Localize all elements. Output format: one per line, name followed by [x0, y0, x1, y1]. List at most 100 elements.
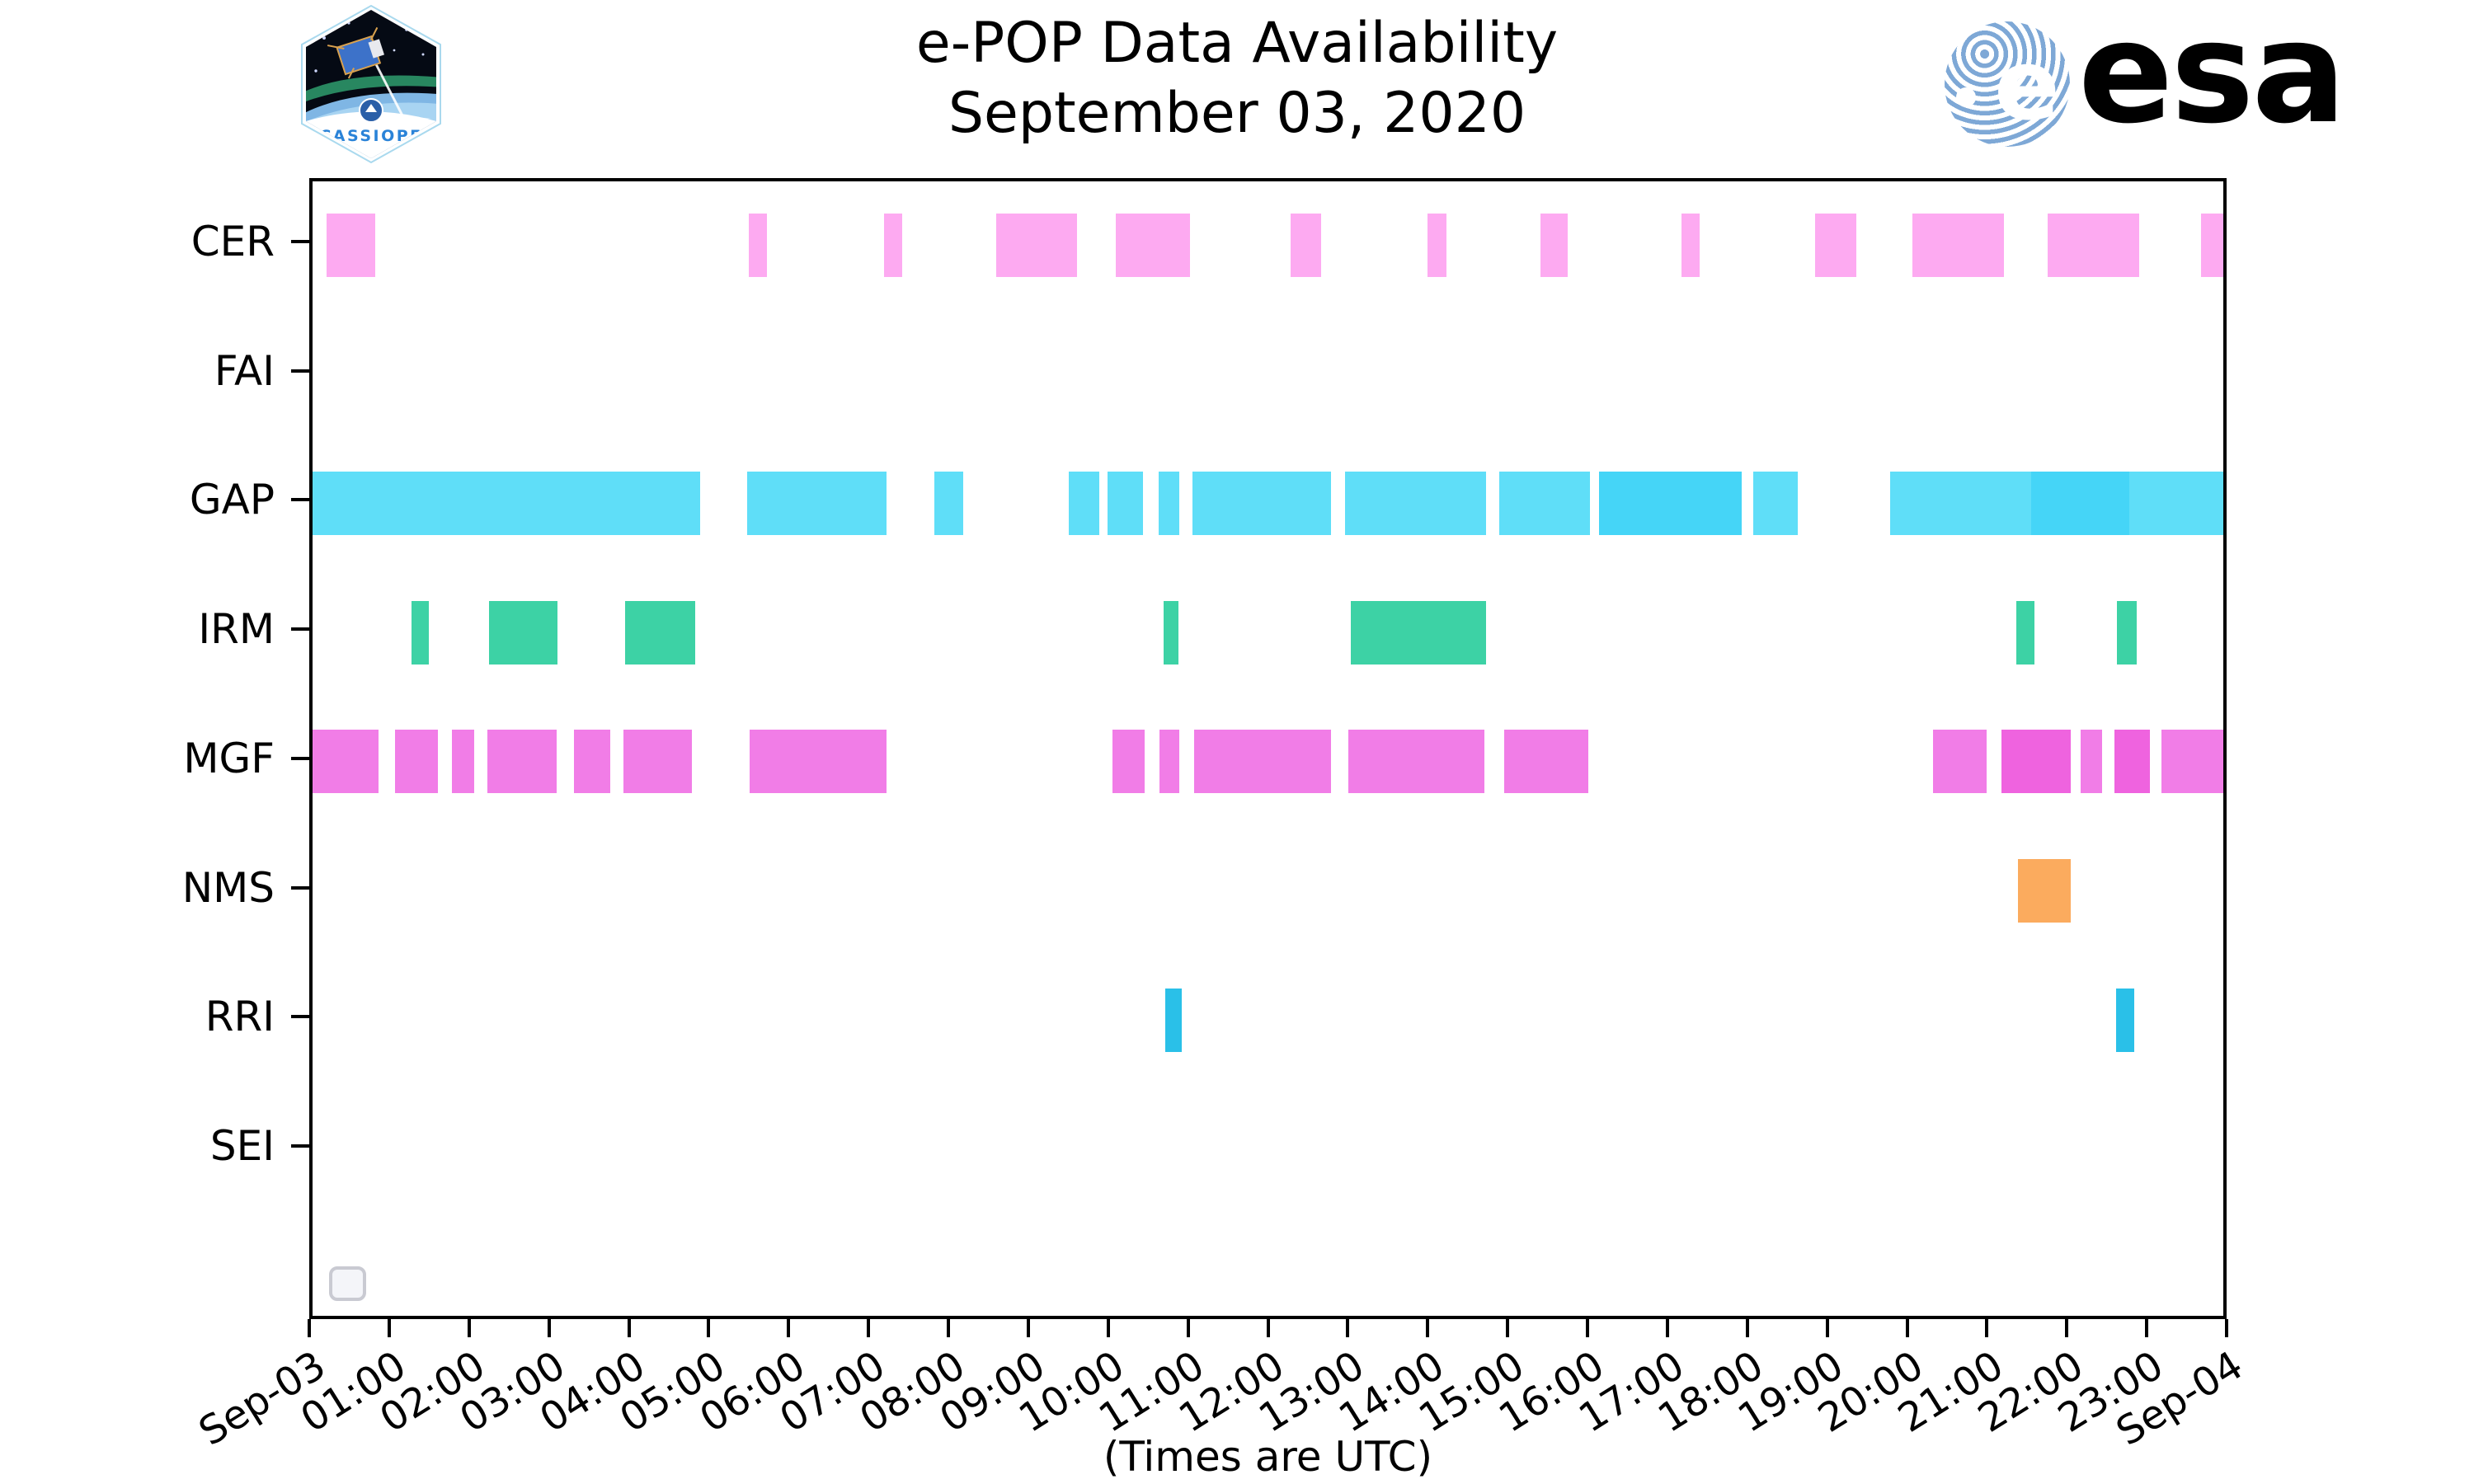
x-tick — [1665, 1319, 1669, 1337]
x-tick — [947, 1319, 950, 1337]
row-label-cer: CER — [190, 218, 275, 265]
availability-bar-cer — [996, 213, 1077, 277]
patch-aurora — [306, 75, 436, 104]
y-tick-irm — [291, 627, 309, 632]
chart-subtitle-date: September 03, 2020 — [948, 81, 1526, 146]
availability-bar-cer — [2047, 213, 2139, 277]
x-tick — [867, 1319, 871, 1337]
availability-bar-gap — [1753, 471, 1799, 535]
availability-bar-irm — [625, 600, 696, 665]
availability-bar-mgf — [573, 730, 611, 794]
x-tick — [1905, 1319, 1909, 1337]
availability-bar-gap — [1069, 471, 1099, 535]
availability-bar-mgf — [313, 730, 379, 794]
availability-bar-gap — [1499, 471, 1590, 535]
row-label-gap: GAP — [189, 476, 275, 524]
availability-bar-rri — [1164, 988, 1183, 1052]
availability-bar-gap — [1159, 471, 1180, 535]
x-tick — [1825, 1319, 1829, 1337]
availability-bar-mgf — [623, 730, 693, 794]
availability-bar-nms — [2017, 859, 2071, 923]
row-label-rri: RRI — [205, 993, 275, 1041]
availability-bar-cer — [1290, 213, 1322, 277]
availability-bar-cer — [1427, 213, 1446, 277]
availability-bar-mgf — [750, 730, 887, 794]
availability-bar-mgf — [451, 730, 474, 794]
availability-bar-gap — [1599, 471, 1742, 535]
availability-bar-cer — [749, 213, 768, 277]
x-tick — [1426, 1319, 1430, 1337]
y-tick-sei — [291, 1144, 309, 1148]
availability-bar-mgf — [395, 730, 438, 794]
y-tick-mgf — [291, 756, 309, 760]
x-tick — [2145, 1319, 2149, 1337]
availability-bar-mgf — [1112, 730, 1145, 794]
empty-legend-box — [329, 1266, 366, 1301]
y-tick-cer — [291, 240, 309, 243]
x-tick — [1506, 1319, 1510, 1337]
availability-bar-mgf — [1348, 730, 1485, 794]
y-axis: CER FAI GAP IRM MGF NMS RRI SEI — [0, 178, 309, 1319]
availability-bar-mgf — [1193, 730, 1331, 794]
availability-bar-cer — [327, 213, 376, 277]
availability-bar-irm — [2116, 600, 2137, 665]
row-label-sei: SEI — [209, 1121, 275, 1170]
availability-bar-gap — [747, 471, 887, 535]
availability-bar-mgf — [1504, 730, 1588, 794]
x-tick — [547, 1319, 551, 1337]
x-tick — [1745, 1319, 1749, 1337]
availability-bar-gap — [313, 471, 701, 535]
availability-bar-cer — [1912, 213, 2004, 277]
availability-bar-cer — [884, 213, 903, 277]
availability-bar-mgf — [1932, 730, 1987, 794]
x-tick — [707, 1319, 711, 1337]
availability-bar-mgf — [2161, 730, 2223, 794]
availability-bar-mgf — [2114, 730, 2151, 794]
esa-globe-letter: e — [1994, 28, 2061, 142]
x-tick — [1266, 1319, 1270, 1337]
x-tick — [1586, 1319, 1589, 1337]
availability-bar-rri — [2115, 988, 2134, 1052]
chart-title: e-POP Data Availability — [915, 11, 1559, 76]
x-tick — [1186, 1319, 1190, 1337]
x-tick — [1026, 1319, 1030, 1337]
x-tick — [1346, 1319, 1350, 1337]
x-tick — [2065, 1319, 2069, 1337]
esa-globe-dot — [1956, 87, 1976, 107]
row-label-nms: NMS — [181, 863, 275, 912]
availability-bar-irm — [1164, 600, 1179, 665]
x-tick — [1985, 1319, 1989, 1337]
x-tick — [2225, 1319, 2228, 1337]
availability-bar-irm — [489, 600, 558, 665]
esa-wordmark: esa — [2078, 0, 2346, 155]
availability-bar-gap — [1192, 471, 1331, 535]
y-tick-gap — [291, 498, 309, 502]
x-tick — [467, 1319, 471, 1337]
availability-bar-gap — [2031, 471, 2130, 535]
availability-bar-gap — [1890, 471, 2032, 535]
availability-bar-irm — [2015, 600, 2035, 665]
x-tick — [308, 1319, 311, 1337]
availability-bar-mgf — [487, 730, 557, 794]
plot-area — [309, 178, 2227, 1319]
availability-bar-gap — [934, 471, 963, 535]
availability-bar-cer — [1681, 213, 1700, 277]
row-label-mgf: MGF — [183, 734, 275, 782]
esa-globe-icon: e — [1945, 21, 2070, 147]
availability-bar-irm — [1350, 600, 1486, 665]
cassiope-patch-label: CASSIOPE — [319, 127, 422, 145]
x-tick — [627, 1319, 631, 1337]
availability-bar-gap — [2129, 471, 2223, 535]
availability-bar-cer — [1540, 213, 1569, 277]
esa-logo: e esa — [1945, 0, 2346, 155]
cassiope-mission-patch: CASSIOPE — [301, 5, 441, 163]
availability-bar-cer — [1814, 213, 1856, 277]
row-label-fai: FAI — [214, 346, 275, 395]
times-utc-caption: (Times are UTC) — [1103, 1433, 1433, 1481]
availability-bar-irm — [411, 600, 429, 665]
x-tick — [787, 1319, 791, 1337]
availability-bar-mgf — [2081, 730, 2103, 794]
patch-satellite — [327, 26, 385, 79]
row-label-irm: IRM — [198, 605, 275, 654]
y-tick-fai — [291, 369, 309, 373]
